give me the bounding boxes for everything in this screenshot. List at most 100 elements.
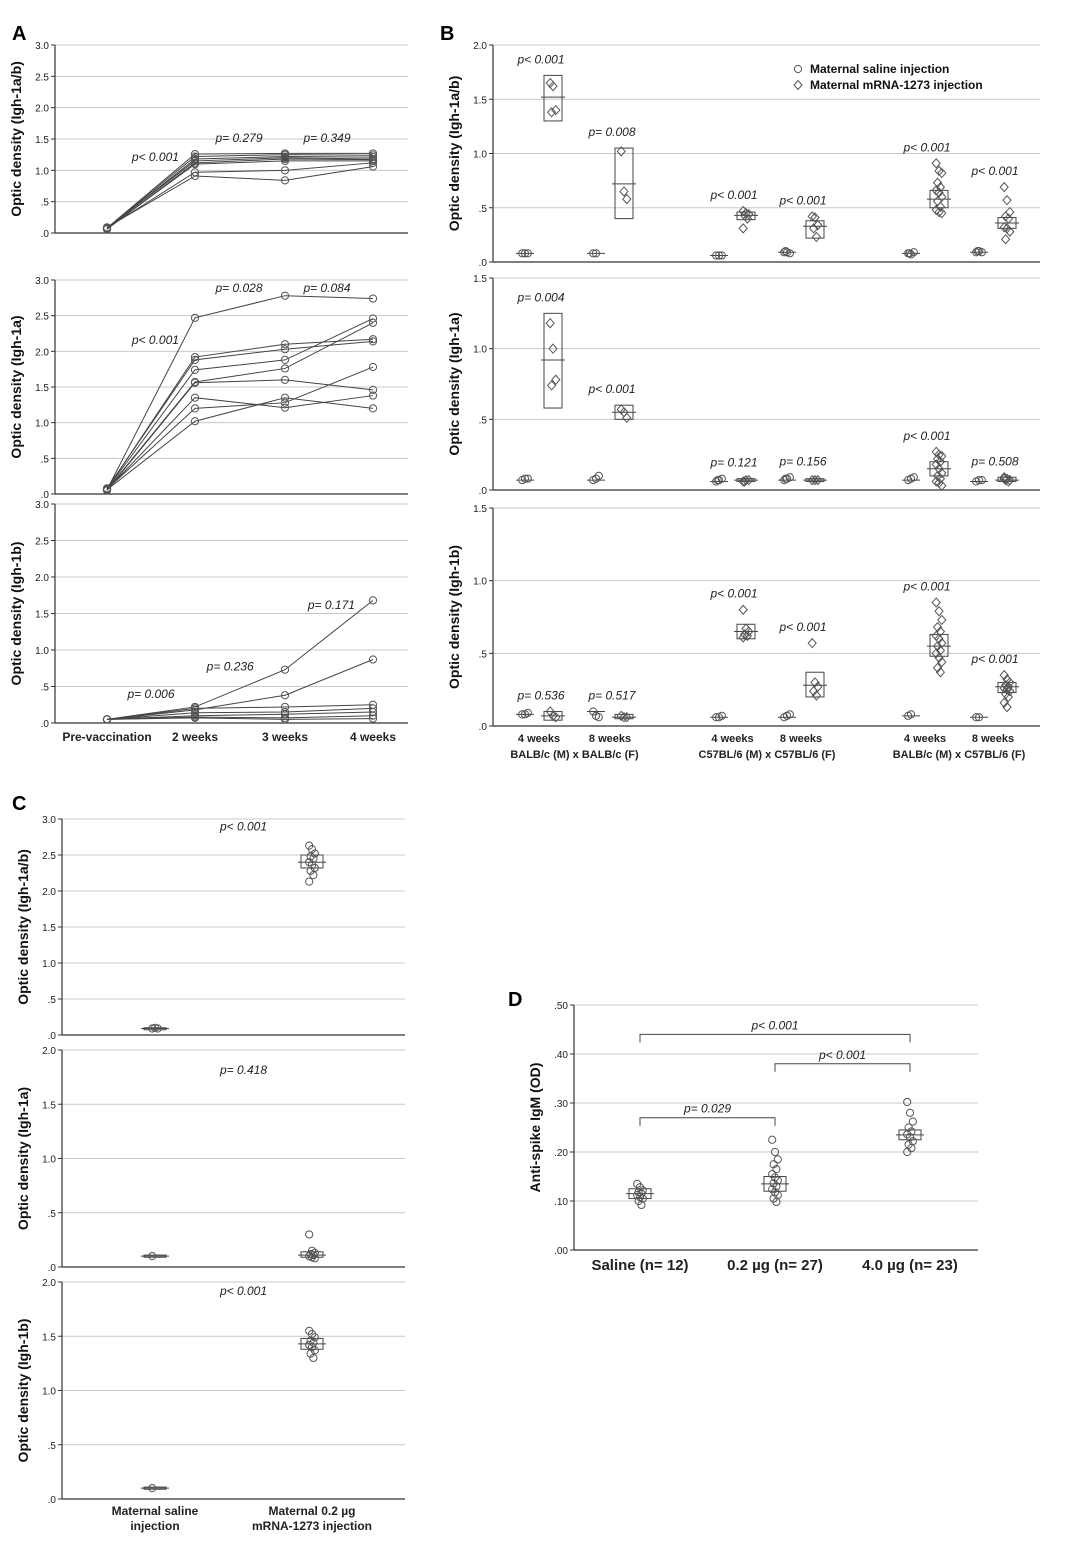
chart-a2-point bbox=[368, 335, 378, 344]
chart-b1-legend-circle-icon bbox=[793, 64, 803, 74]
chart-b3-mrna-point bbox=[1002, 701, 1012, 713]
chart-b2-mrna-point bbox=[931, 459, 941, 470]
chart-b2-mrna-point bbox=[813, 474, 823, 486]
chart-b1-mrna-point bbox=[1002, 194, 1012, 206]
chart-d-bracket-label: p= 0.029 bbox=[683, 1102, 731, 1116]
chart-b3-mrna-point bbox=[739, 629, 750, 640]
chart-c3-ytick-label: .5 bbox=[48, 1441, 57, 1452]
chart-d-ylabel: Anti-spike IgM (OD) bbox=[527, 1063, 543, 1193]
chart-b2-mrna-point bbox=[937, 450, 947, 462]
chart-b3-saline-point bbox=[523, 708, 532, 718]
chart-a2-point bbox=[190, 417, 200, 426]
chart-b2-saline-point bbox=[785, 473, 794, 482]
chart-b2-ytick-label: .0 bbox=[479, 486, 488, 497]
chart-c2-ylabel: Optic density (Igh-1a) bbox=[15, 1087, 31, 1230]
chart-a1-point bbox=[102, 223, 112, 232]
chart-d-point bbox=[903, 1130, 912, 1139]
chart-c1-ytick-label: 3.0 bbox=[42, 815, 56, 826]
chart-a2-point bbox=[280, 364, 290, 373]
chart-a3-series-line bbox=[106, 711, 374, 720]
chart-a3-series-line bbox=[106, 599, 374, 720]
chart-b1-p-value: p< 0.001 bbox=[516, 52, 564, 66]
chart-a1-point bbox=[190, 171, 200, 181]
chart-b3-mrna-point bbox=[937, 656, 947, 668]
chart-b3-mrna-point bbox=[932, 621, 943, 633]
chart-d-xtick-label: 4.0 µg (n= 23) bbox=[862, 1257, 958, 1274]
chart-d-point bbox=[908, 1117, 917, 1126]
chart-d-bracket-label: p< 0.001 bbox=[818, 1048, 866, 1062]
chart-d-xtick-label: 0.2 µg (n= 27) bbox=[727, 1257, 823, 1274]
chart-b3-mrna-point bbox=[545, 706, 555, 717]
chart-b2-mrna-point bbox=[931, 476, 941, 487]
chart-b1-saline-point bbox=[781, 247, 790, 256]
chart-a2-ytick-label: 2.0 bbox=[35, 347, 49, 358]
chart-a2-point bbox=[368, 314, 378, 323]
chart-a3-point bbox=[368, 714, 378, 723]
chart-b1-mrna-point bbox=[999, 222, 1009, 233]
chart-c1-point bbox=[310, 849, 319, 858]
chart-a1-ytick-label: 2.0 bbox=[35, 104, 49, 115]
chart-a1-point bbox=[280, 176, 290, 185]
chart-b2-saline-point bbox=[594, 471, 603, 480]
chart-b2-mrna-point bbox=[999, 473, 1009, 484]
chart-b3-mrna-point bbox=[738, 604, 748, 615]
chart-b1-saline-point bbox=[523, 249, 532, 258]
chart-c3-ytick-label: 2.0 bbox=[42, 1278, 56, 1289]
chart-b2-mrna-point bbox=[622, 412, 632, 424]
chart-b1-ylabel: Optic density (Igh-1a/b) bbox=[446, 76, 462, 232]
chart-b1-saline-point bbox=[589, 249, 598, 258]
chart-a3-xtick-label: 3 weeks bbox=[262, 730, 308, 744]
chart-b2-mrna-box bbox=[543, 312, 563, 409]
chart-b2-mrna-point bbox=[810, 474, 820, 486]
chart-b3-cross-label: C57BL/6 (M) x C57BL/6 (F) bbox=[699, 749, 836, 761]
chart-a3-series-line bbox=[106, 707, 374, 720]
chart-b2-saline-point bbox=[974, 476, 984, 485]
chart-a2-point bbox=[368, 362, 378, 372]
chart-a2-p-value: p= 0.084 bbox=[302, 281, 350, 295]
chart-a1-p-value: p= 0.349 bbox=[302, 131, 350, 145]
chart-b1-mrna-point bbox=[1005, 226, 1015, 237]
chart-c1-point bbox=[306, 852, 315, 861]
chart-b2-ytick-label: 1.0 bbox=[473, 345, 487, 356]
chart-b2-mrna-point bbox=[937, 480, 947, 492]
chart-a1-point bbox=[368, 158, 378, 167]
chart-a2-p-value: p= 0.028 bbox=[214, 281, 262, 295]
chart-a3-series-line bbox=[106, 704, 374, 720]
chart-b2-p-value: p= 0.121 bbox=[709, 456, 757, 470]
chart-a2-point bbox=[190, 313, 200, 322]
chart-c1-point bbox=[307, 860, 317, 870]
chart-a2-series-line bbox=[106, 322, 374, 491]
chart-a2-series-line bbox=[106, 395, 374, 491]
chart-c2-ytick-label: .0 bbox=[48, 1263, 57, 1274]
chart-c3-ytick-label: 1.0 bbox=[42, 1387, 56, 1398]
chart-a2-point bbox=[280, 398, 290, 407]
chart-a2-ytick-label: .5 bbox=[41, 454, 50, 465]
chart-b3-p-value: p= 0.517 bbox=[587, 688, 636, 702]
chart-a1-ytick-label: 2.5 bbox=[35, 72, 49, 83]
chart-b2-ytick-label: 1.5 bbox=[473, 274, 487, 285]
chart-b3-mrna-point bbox=[622, 712, 632, 723]
chart-b2-p-value: p= 0.156 bbox=[778, 454, 826, 468]
chart-b3-p-value: p< 0.001 bbox=[778, 620, 826, 634]
chart-b3-p-value: p< 0.001 bbox=[970, 652, 1018, 666]
chart-b3-ytick-label: 1.0 bbox=[473, 577, 487, 588]
chart-b1-saline-point bbox=[973, 247, 982, 256]
chart-a2-point bbox=[368, 385, 378, 394]
chart-c3-ytick-label: 1.5 bbox=[42, 1332, 56, 1343]
chart-b3-mrna-point bbox=[807, 637, 817, 649]
chart-a2-series-line bbox=[106, 295, 374, 490]
chart-b3-mrna-point bbox=[931, 630, 941, 642]
chart-d-point bbox=[772, 1197, 781, 1207]
chart-b1-mrna-box bbox=[805, 220, 825, 239]
chart-b2-p-value: p= 0.004 bbox=[516, 290, 564, 304]
chart-b1-mrna-point bbox=[935, 181, 946, 193]
chart-c3-xtick-label: Maternal 0.2 µg bbox=[269, 1504, 356, 1518]
chart-a1-ytick-label: 1.5 bbox=[35, 135, 49, 146]
chart-a2-point bbox=[280, 345, 290, 354]
chart-b3-group-label: 4 weeks bbox=[904, 733, 946, 745]
chart-b3-saline-point bbox=[589, 707, 598, 716]
chart-b3-mrna-point bbox=[931, 648, 941, 659]
chart-a3-series-line bbox=[106, 717, 374, 720]
chart-b1-mrna-box bbox=[543, 74, 563, 122]
chart-b1-mrna-point bbox=[934, 206, 944, 218]
